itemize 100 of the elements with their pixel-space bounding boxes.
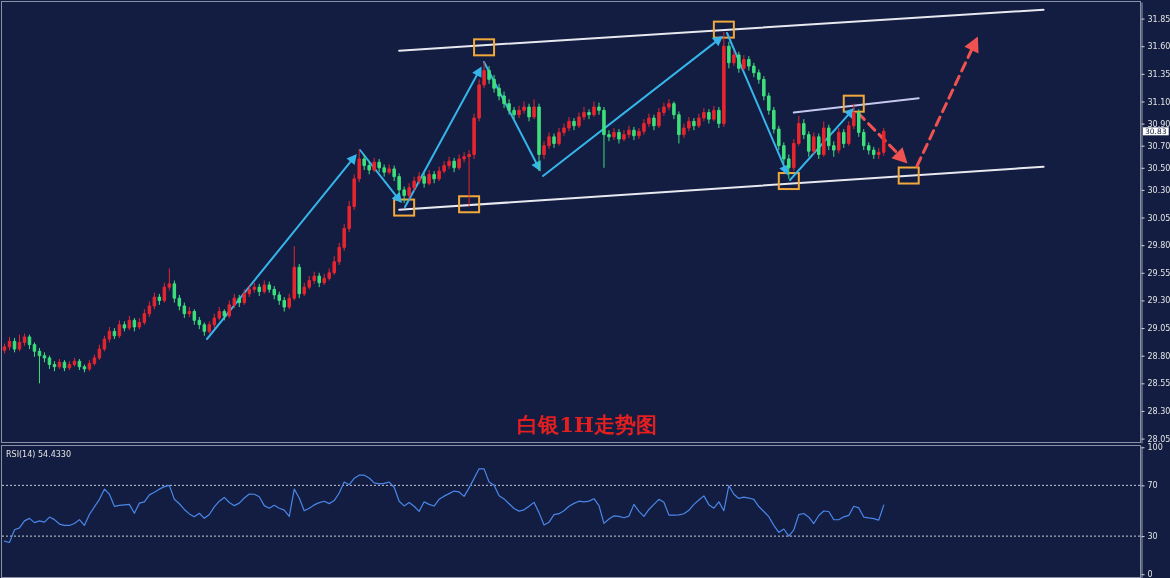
y-tick-label: 29.05 xyxy=(1147,324,1170,334)
chart-title: RSI(14) 54.4330 xyxy=(6,450,72,459)
candlestick xyxy=(92,354,97,367)
candlestick xyxy=(372,157,376,173)
candlestick xyxy=(612,127,616,141)
candlestick xyxy=(592,100,596,118)
y-tick-label: 28.80 xyxy=(1147,351,1170,361)
candlestick xyxy=(617,128,621,144)
candlestick xyxy=(587,108,591,120)
candlestick xyxy=(452,157,456,173)
candlestick xyxy=(722,31,726,128)
y-tick-label: 29.55 xyxy=(1147,268,1170,278)
candlestick xyxy=(27,334,32,350)
y-tick-label: 28.30 xyxy=(1147,407,1170,417)
candlestick xyxy=(67,360,72,371)
candlestick xyxy=(7,336,12,351)
y-tick-label: 30.70 xyxy=(1147,141,1170,151)
y-tick-label: 28.55 xyxy=(1147,379,1170,389)
candlestick xyxy=(87,359,92,372)
candlestick xyxy=(127,315,132,331)
candlestick xyxy=(742,54,746,72)
y-tick-label: 70 xyxy=(1147,481,1158,491)
point xyxy=(842,94,865,113)
point xyxy=(777,172,800,191)
candlestick xyxy=(2,343,7,354)
candlestick xyxy=(837,127,841,154)
candlestick xyxy=(632,126,636,141)
y-tick-label: 31.85 xyxy=(1147,14,1170,24)
candlestick xyxy=(157,293,162,306)
candlestick xyxy=(122,320,127,332)
candlestick xyxy=(422,172,426,189)
candlestick xyxy=(117,319,122,339)
candlestick xyxy=(22,333,27,347)
candlestick xyxy=(552,133,556,149)
candlestick xyxy=(52,360,57,372)
candlestick xyxy=(871,146,876,160)
candlestick xyxy=(817,133,821,160)
candlestick xyxy=(572,117,576,131)
point xyxy=(393,198,416,217)
candlestick xyxy=(712,105,716,122)
candlestick xyxy=(317,272,321,288)
candlestick xyxy=(737,51,741,74)
candlestick xyxy=(42,351,47,363)
candlestick xyxy=(692,117,696,131)
candlestick xyxy=(242,288,247,306)
candlestick xyxy=(37,347,42,384)
candlestick xyxy=(262,280,267,295)
candlestick xyxy=(192,308,197,326)
candlestick xyxy=(17,334,22,352)
candlestick xyxy=(842,128,846,149)
point xyxy=(897,166,920,185)
candlestick xyxy=(132,317,137,332)
candlestick xyxy=(237,294,242,308)
y-tick-label: 29.80 xyxy=(1147,241,1170,251)
y-tick-label: 30.90 xyxy=(1147,119,1170,129)
y-tick-label: 31.60 xyxy=(1147,42,1170,52)
y-tick-label: 31.35 xyxy=(1147,69,1170,79)
y-tick-label: 31.10 xyxy=(1147,97,1170,107)
candlestick xyxy=(297,263,301,299)
candlestick xyxy=(222,308,227,321)
candlestick xyxy=(57,358,62,370)
candlestick xyxy=(102,335,107,352)
y-tick-label: 28.05 xyxy=(1147,434,1170,444)
point xyxy=(458,195,481,214)
y-tick-label: 30.50 xyxy=(1147,163,1170,173)
candlestick xyxy=(62,359,67,372)
candlestick xyxy=(432,170,436,184)
candlestick xyxy=(732,50,736,67)
line-series xyxy=(3,468,885,544)
candlestick xyxy=(97,344,102,361)
y-tick-label: 30 xyxy=(1147,532,1158,542)
y-tick-label: 100 xyxy=(1147,443,1163,453)
candlestick xyxy=(257,283,262,297)
candlestick xyxy=(532,98,536,120)
candlestick xyxy=(387,163,391,175)
point xyxy=(473,38,496,57)
candlestick xyxy=(427,169,431,186)
y-tick-label: 0 xyxy=(1147,570,1153,578)
candlestick xyxy=(107,326,112,343)
point xyxy=(712,20,735,39)
candlestick xyxy=(77,358,82,371)
candlestick xyxy=(812,131,816,156)
candlestick xyxy=(82,364,87,373)
candlestick xyxy=(527,103,531,122)
candlestick xyxy=(47,355,52,370)
candlestick xyxy=(187,306,192,318)
candlestick xyxy=(72,357,77,368)
candlestick xyxy=(707,108,711,125)
candlestick xyxy=(32,341,37,358)
candlestick xyxy=(822,120,826,158)
candlestick xyxy=(537,103,541,172)
candlestick xyxy=(112,327,117,340)
text: 白银1H走势图 xyxy=(517,412,657,437)
y-tick-label: 30.30 xyxy=(1147,185,1170,195)
candlestick xyxy=(727,41,731,69)
candlestick xyxy=(881,127,886,157)
y-tick-label: 29.30 xyxy=(1147,296,1170,306)
candlestick xyxy=(12,337,17,353)
candlestick xyxy=(717,106,721,129)
y-tick-label: 30.05 xyxy=(1147,213,1170,223)
